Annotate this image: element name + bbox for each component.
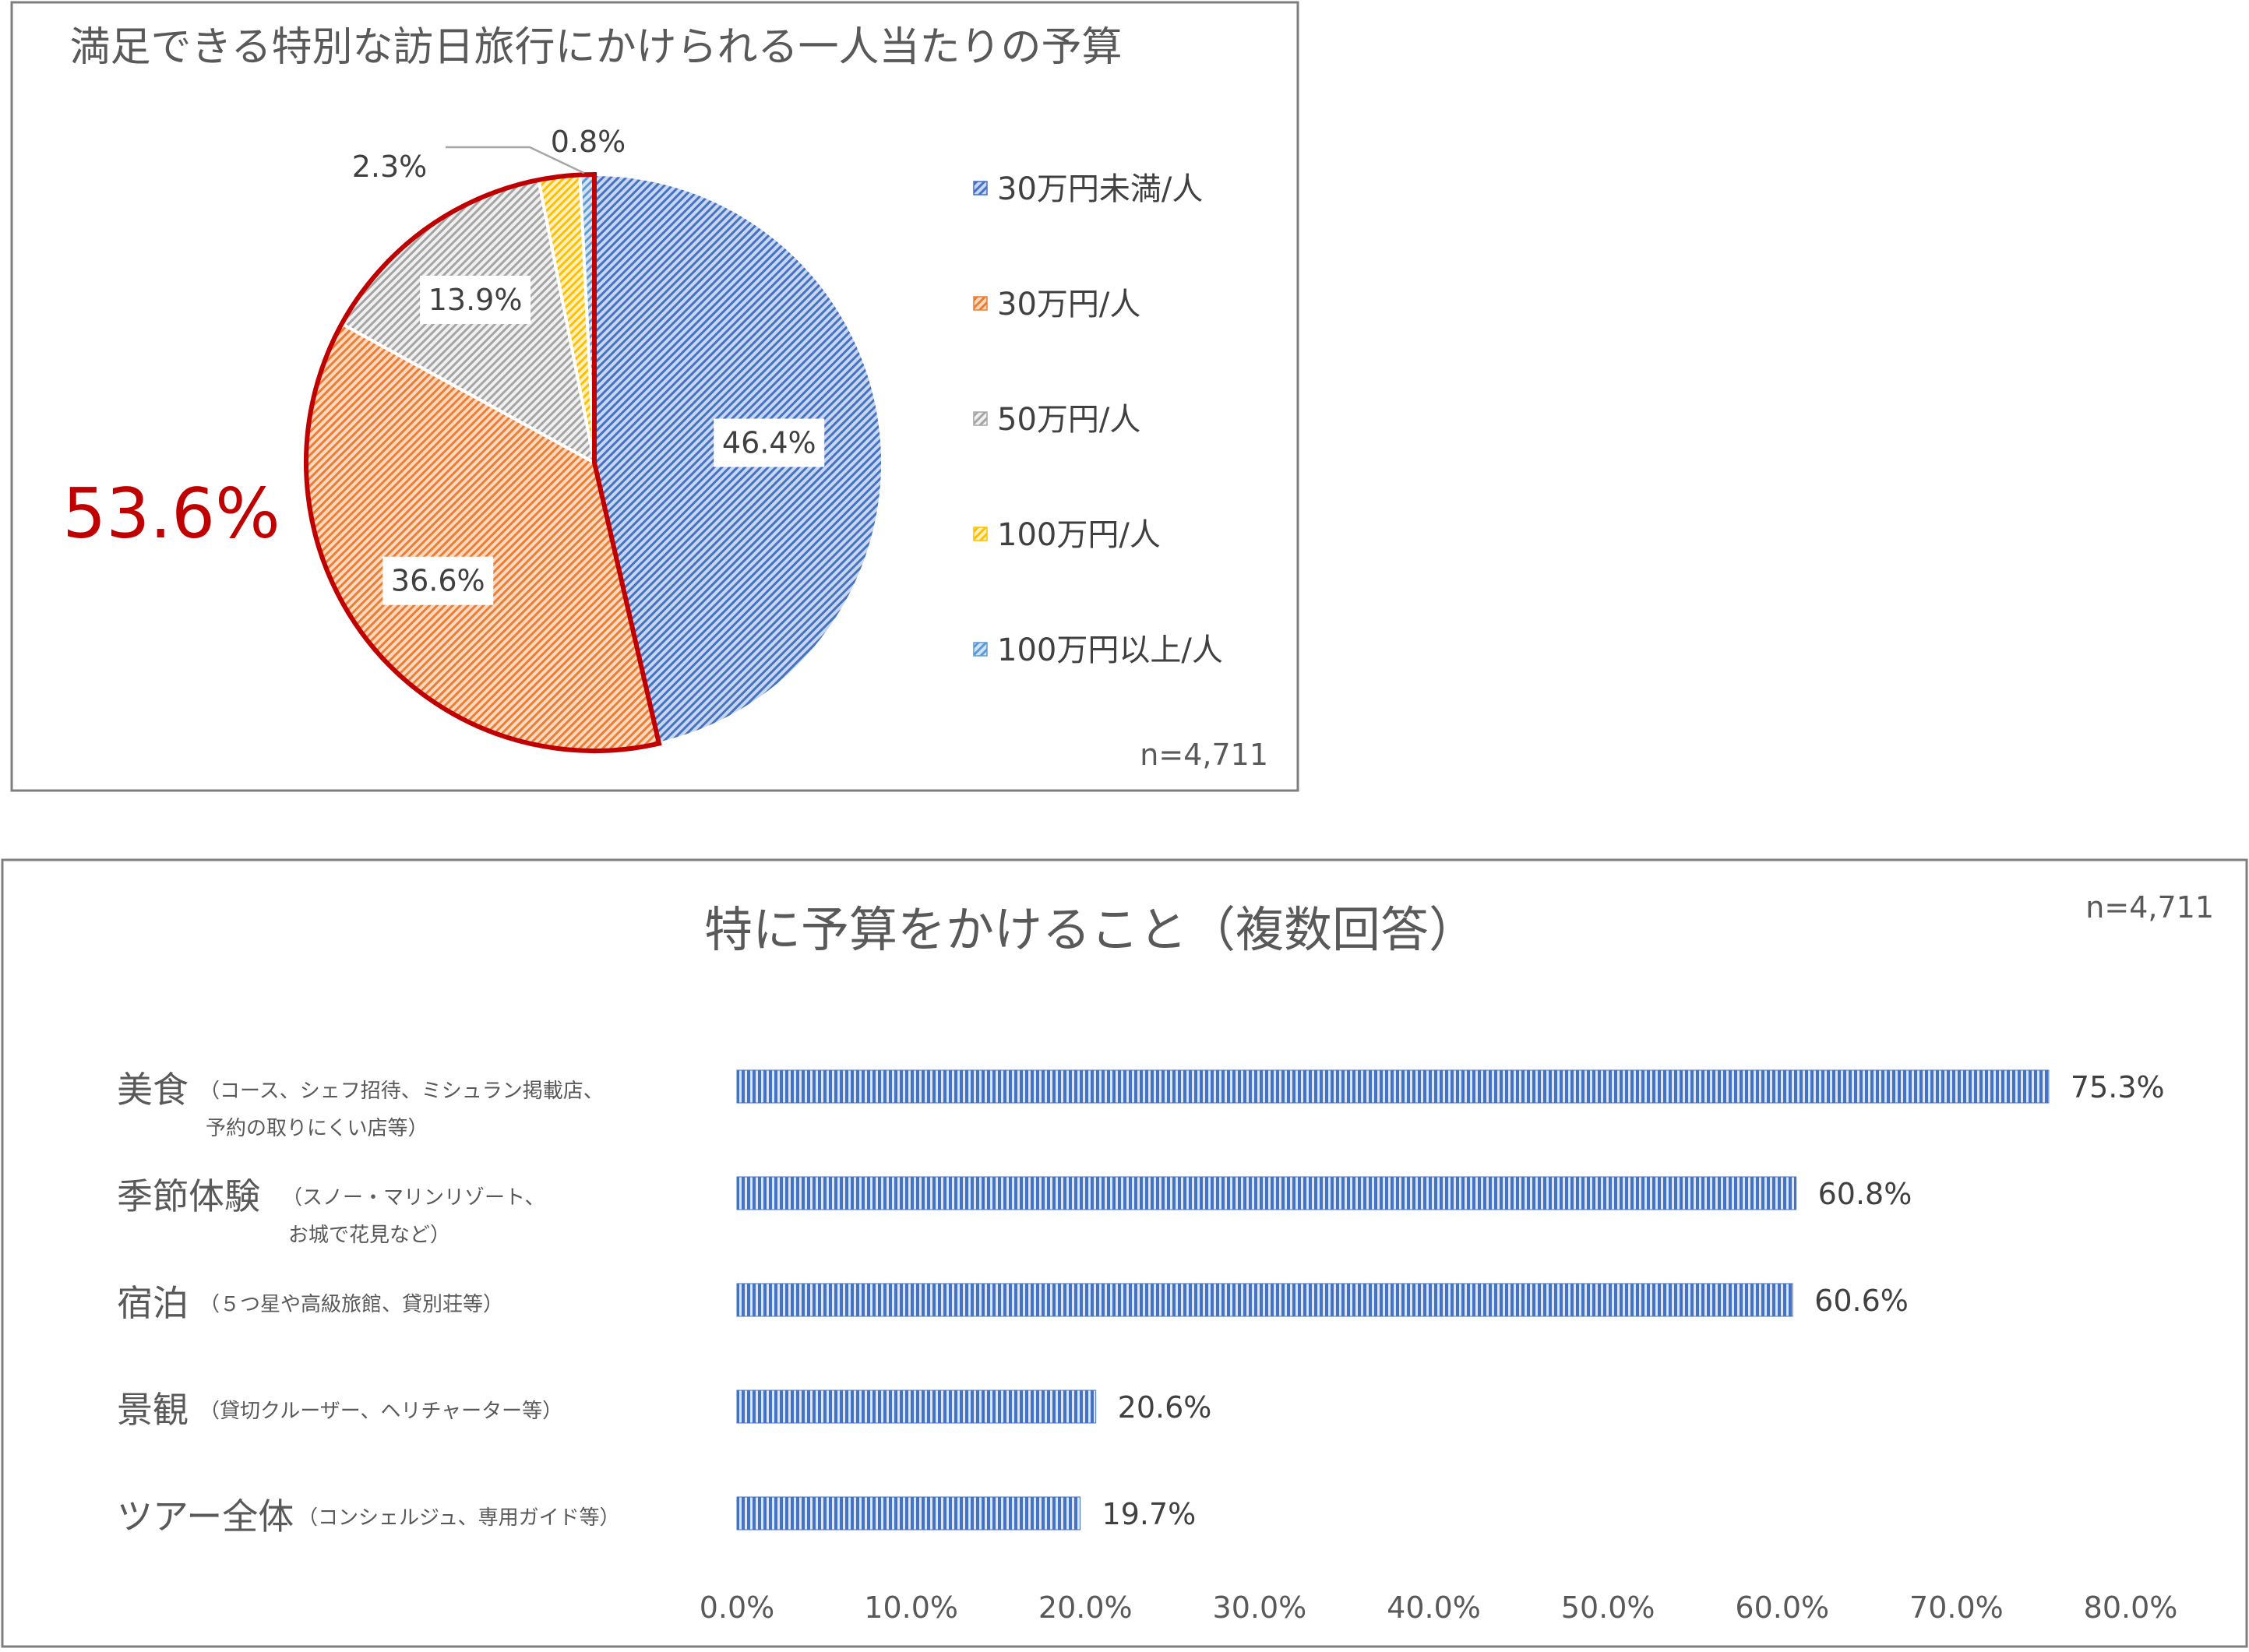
x-tick-label-5: 40.0% (1387, 1590, 1481, 1625)
pie-sample-size: n=4,711 (1140, 738, 1268, 772)
bar-chart-frame (1, 858, 2248, 1648)
pie-legend-label-3: 50万円/人 (997, 402, 1140, 438)
pie-highlight-outline (304, 171, 662, 753)
pie-data-label-2: 36.6% (391, 564, 485, 598)
bar-data-label-1: 75.3% (2071, 1070, 2165, 1104)
pie-highlight-total: 53.6% (62, 474, 280, 554)
x-tick-label-3: 20.0% (1038, 1590, 1133, 1625)
bar-4 (736, 1390, 1097, 1424)
x-tick-label-7: 60.0% (1735, 1590, 1829, 1625)
pie-data-label-4: 2.3% (352, 150, 428, 184)
bar-sample-size: n=4,711 (2085, 890, 2214, 925)
x-tick-label-9: 80.0% (2084, 1590, 2178, 1625)
bar-2 (736, 1176, 1797, 1210)
pie-legend-swatch-5 (973, 642, 988, 657)
bar-5 (736, 1496, 1081, 1530)
pie-legend-swatch-3 (973, 411, 988, 426)
pie-legend-swatch-1 (973, 181, 988, 195)
bar-category-sublabel-2-1: （スノー・マリンリゾート、 (282, 1186, 545, 1210)
bar-category-label-4: 景観 (117, 1389, 189, 1431)
bar-category-sublabel-3-1: （５つ星や高級旅館、貸別荘等） (199, 1293, 503, 1316)
bar-category-label-5: ツアー全体 (117, 1495, 294, 1538)
bar-category-sublabel-5-1: （コンシェルジュ、専用ガイド等） (298, 1506, 620, 1530)
pie-data-label-3: 13.9% (428, 283, 523, 317)
bar-category-sublabel-2-2: お城で花見など） (288, 1224, 450, 1247)
pie-leader-line (446, 146, 585, 174)
pie-chart: 46.4% 36.6% 13.9% 2.3% 0.8% (304, 125, 884, 753)
x-tick-label-8: 70.0% (1909, 1590, 2004, 1625)
pie-legend-label-5: 100万円以上/人 (997, 632, 1223, 668)
pie-legend-label-4: 100万円/人 (997, 517, 1161, 553)
pie-legend: 30万円未満/人 30万円/人 50万円/人 100万円/人 100万円以上/人 (973, 171, 1223, 668)
bar-3 (736, 1283, 1793, 1317)
bar-category-sublabel-1-1: （コース、シェフ招待、ミシュラン掲載店、 (199, 1080, 604, 1103)
pie-legend-label-2: 30万円/人 (997, 287, 1140, 322)
bar-data-label-5: 19.7% (1102, 1497, 1197, 1531)
bar-chart: 75.3% 美食 （コース、シェフ招待、ミシュラン掲載店、予約の取りにくい店等） 60… (117, 1069, 2177, 1625)
pie-legend-label-1: 30万円未満/人 (997, 171, 1203, 207)
pie-legend-swatch-4 (973, 527, 988, 541)
bar-data-label-2: 60.8% (1818, 1177, 1912, 1211)
bar-chart-title: 特に予算をかけること（複数回答） (704, 901, 1477, 958)
pie-data-label-bg-2 (382, 556, 494, 605)
bar-category-label-3: 宿泊 (117, 1282, 189, 1324)
x-tick-label-2: 10.0% (864, 1590, 958, 1625)
bar-data-label-4: 20.6% (1118, 1390, 1212, 1425)
pie-data-label-bg-1 (714, 418, 825, 467)
pie-chart-title: 満足できる特別な訪日旅行にかけられる一人当たりの予算 (70, 24, 1123, 71)
bar-1 (736, 1069, 2050, 1104)
x-tick-label-6: 50.0% (1561, 1590, 1655, 1625)
pie-data-label-1: 46.4% (722, 426, 816, 460)
bar-category-label-1: 美食 (117, 1069, 189, 1111)
pie-legend-swatch-2 (973, 296, 988, 311)
pie-data-label-bg-3 (420, 275, 531, 324)
bar-category-sublabel-1-2: 予約の取りにくい店等） (206, 1117, 428, 1140)
bar-data-label-3: 60.6% (1814, 1284, 1909, 1318)
x-tick-label-1: 0.0% (700, 1590, 775, 1625)
x-tick-label-4: 30.0% (1213, 1590, 1307, 1625)
pie-data-label-5: 0.8% (551, 125, 626, 159)
bar-category-label-2: 季節体験 (117, 1175, 260, 1217)
bar-category-sublabel-4-1: （貸切クルーザー、ヘリチャーター等） (199, 1400, 562, 1423)
